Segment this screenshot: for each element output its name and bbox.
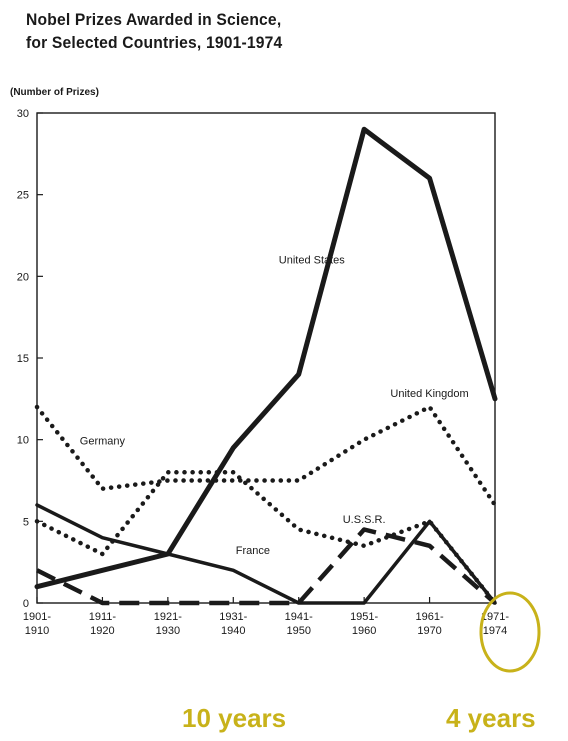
series-label-u-s-s-r: U.S.S.R. <box>343 514 386 526</box>
x-tick-label: 1901- <box>23 611 51 623</box>
x-tick-label: 1930 <box>156 625 180 637</box>
x-tick-label: 1941- <box>285 611 313 623</box>
series-line-u-s-s-r <box>35 527 497 606</box>
x-tick-label: 1920 <box>90 625 114 637</box>
x-tick-label: 1974 <box>483 625 507 637</box>
chart-subtitle: for Selected Countries, 1901-1974 <box>26 33 283 52</box>
x-tick-label: 1921- <box>154 611 182 623</box>
chart-title: Nobel Prizes Awarded in Science, <box>26 10 282 29</box>
series-label-germany: Germany <box>80 436 126 448</box>
series-label-france: France <box>236 545 270 557</box>
plot-frame <box>36 112 496 604</box>
annotation-ten-years: 10 years <box>182 703 287 733</box>
y-tick-label: 20 <box>17 271 29 283</box>
x-tick-label: 1910 <box>25 625 49 637</box>
labels: United States United Kingdom Germany France… <box>80 254 469 557</box>
y-tick-label: 15 <box>17 353 29 365</box>
series-label-united-kingdom: United Kingdom <box>390 388 468 400</box>
series-lines <box>34 126 498 606</box>
x-tick-label: 1951- <box>350 611 378 623</box>
series-line-france <box>35 503 497 605</box>
y-tick-label: 25 <box>17 190 29 202</box>
y-tick-label: 5 <box>23 516 29 528</box>
x-tick-label: 1960 <box>352 625 376 637</box>
highlight-circle <box>479 591 541 673</box>
axis-ticks: 0 5 10 15 20 25 30 1901- 1910 1911- 1920 1921- 1930 1… <box>17 108 510 637</box>
y-axis-label: (Number of Prizes) <box>10 87 99 98</box>
x-tick-label: 1971- <box>481 611 509 623</box>
x-tick-label: 1950 <box>286 625 310 637</box>
annotation-four-years: 4 years <box>446 703 536 733</box>
series-line-united-states <box>34 126 498 590</box>
x-tick-label: 1940 <box>221 625 245 637</box>
x-tick-label: 1970 <box>417 625 441 637</box>
series-label-united-states: United States <box>279 254 346 266</box>
series-line-germany <box>34 404 498 508</box>
y-tick-label: 30 <box>17 108 29 120</box>
chart-title-block: Nobel Prizes Awarded in Science, for Sel… <box>26 8 282 54</box>
x-tick-label: 1931- <box>219 611 247 623</box>
x-tick-label: 1911- <box>89 611 117 623</box>
y-tick-label: 10 <box>17 435 29 447</box>
x-tick-label: 1961- <box>416 611 444 623</box>
y-tick-label: 0 <box>23 598 29 610</box>
